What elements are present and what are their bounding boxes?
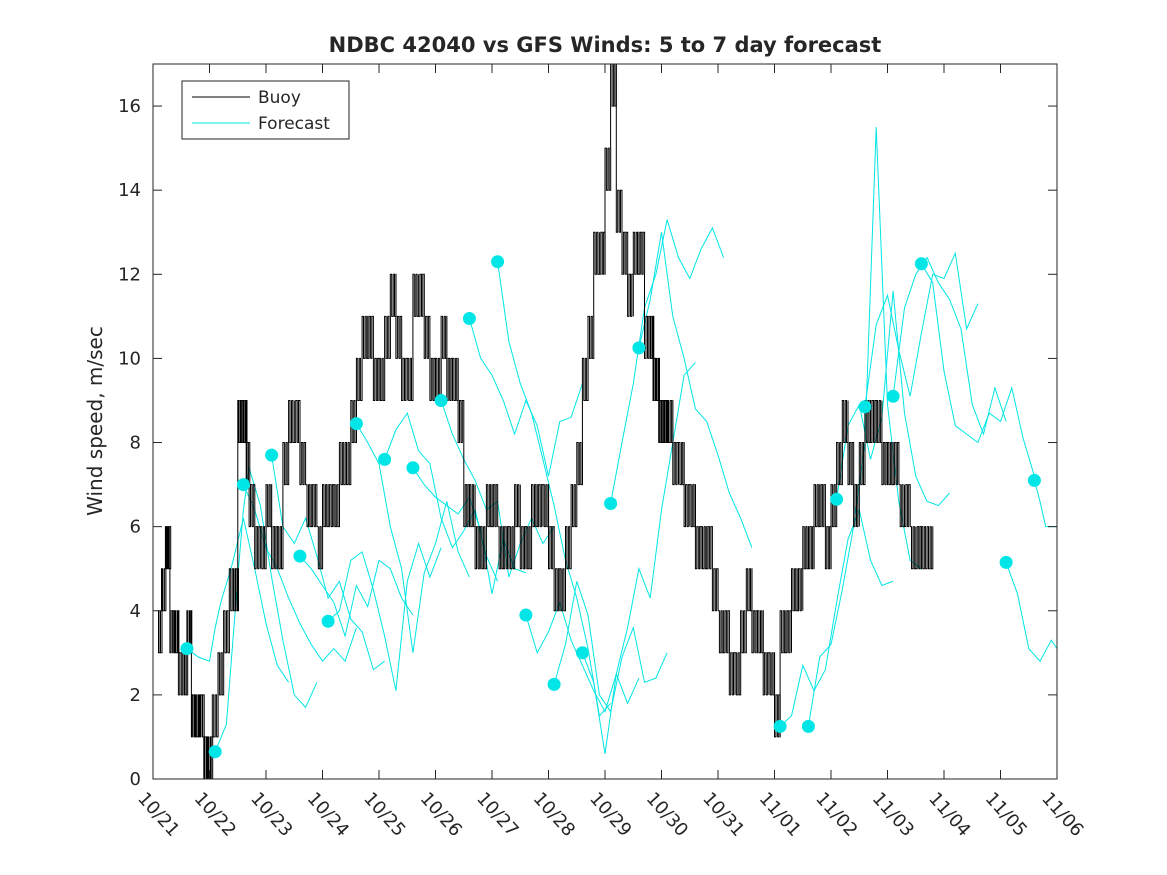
forecast-start-marker xyxy=(378,452,392,466)
forecast-start-marker xyxy=(406,461,420,475)
forecast-line xyxy=(779,508,894,727)
forecast-line xyxy=(836,291,950,507)
forecast-start-marker xyxy=(632,341,646,355)
legend-buoy-label: Buoy xyxy=(258,88,301,108)
forecast-line xyxy=(299,555,414,638)
forecast-start-marker xyxy=(462,312,476,325)
legend-forecast-label: Forecast xyxy=(258,114,330,134)
forecast-start-marker xyxy=(914,257,928,271)
y-tick-label: 6 xyxy=(130,517,141,538)
forecast-start-marker xyxy=(773,719,787,733)
forecast-line xyxy=(525,600,640,714)
forecast-start-marker xyxy=(830,492,844,506)
forecast-line xyxy=(497,261,611,718)
forecast-start-marker xyxy=(886,389,900,403)
y-tick-label: 14 xyxy=(118,180,141,201)
forecast-start-marker xyxy=(547,677,561,691)
forecast-line xyxy=(1005,562,1057,663)
legend-box xyxy=(181,80,350,140)
y-tick-label: 4 xyxy=(130,601,141,622)
forecast-start-marker xyxy=(575,646,589,660)
forecast-start-marker xyxy=(349,417,363,431)
legend: Buoy Forecast xyxy=(181,80,350,140)
chart-title: NDBC 42040 vs GFS Winds: 5 to 7 day fore… xyxy=(329,33,882,57)
y-tick-label: 8 xyxy=(130,433,141,454)
forecast-start-marker xyxy=(321,614,335,628)
forecast-line xyxy=(186,518,290,683)
forecast-line xyxy=(581,362,696,754)
y-tick-label: 12 xyxy=(118,264,141,285)
forecast-start-marker xyxy=(604,497,618,510)
buoy-line xyxy=(157,64,934,779)
forecast-line xyxy=(327,541,442,691)
forecast-line xyxy=(864,251,979,407)
forecast-line xyxy=(271,455,385,671)
forecast-start-marker xyxy=(519,608,533,622)
forecast-start-marker xyxy=(265,448,279,462)
forecast-line xyxy=(638,232,753,548)
y-axis-label: Wind speed, m/sec xyxy=(83,326,107,516)
forecast-line xyxy=(610,219,725,504)
y-tick-label: 16 xyxy=(118,96,141,117)
y-tick-label: 0 xyxy=(130,769,141,790)
forecast-start-marker xyxy=(801,719,815,733)
forecast-line xyxy=(214,467,318,752)
y-tick-label: 10 xyxy=(118,348,141,369)
y-axis: 0 2 4 6 8 10 12 14 16 xyxy=(118,96,1057,790)
forecast-line xyxy=(468,318,583,477)
forecast-start-marker xyxy=(180,642,194,656)
plot-area xyxy=(157,64,1057,779)
forecast-start-marker xyxy=(434,394,448,407)
forecast-start-marker xyxy=(1027,473,1041,487)
forecast-start-marker xyxy=(858,400,872,414)
forecast-start-marker xyxy=(491,255,505,269)
y-tick-label: 2 xyxy=(130,685,141,706)
forecast-start-marker xyxy=(208,745,222,759)
forecast-start-marker xyxy=(236,478,250,492)
forecast-start-marker xyxy=(999,555,1013,569)
forecast-line xyxy=(355,423,470,653)
forecast-line xyxy=(920,263,1035,477)
forecast-start-marker xyxy=(293,549,307,563)
